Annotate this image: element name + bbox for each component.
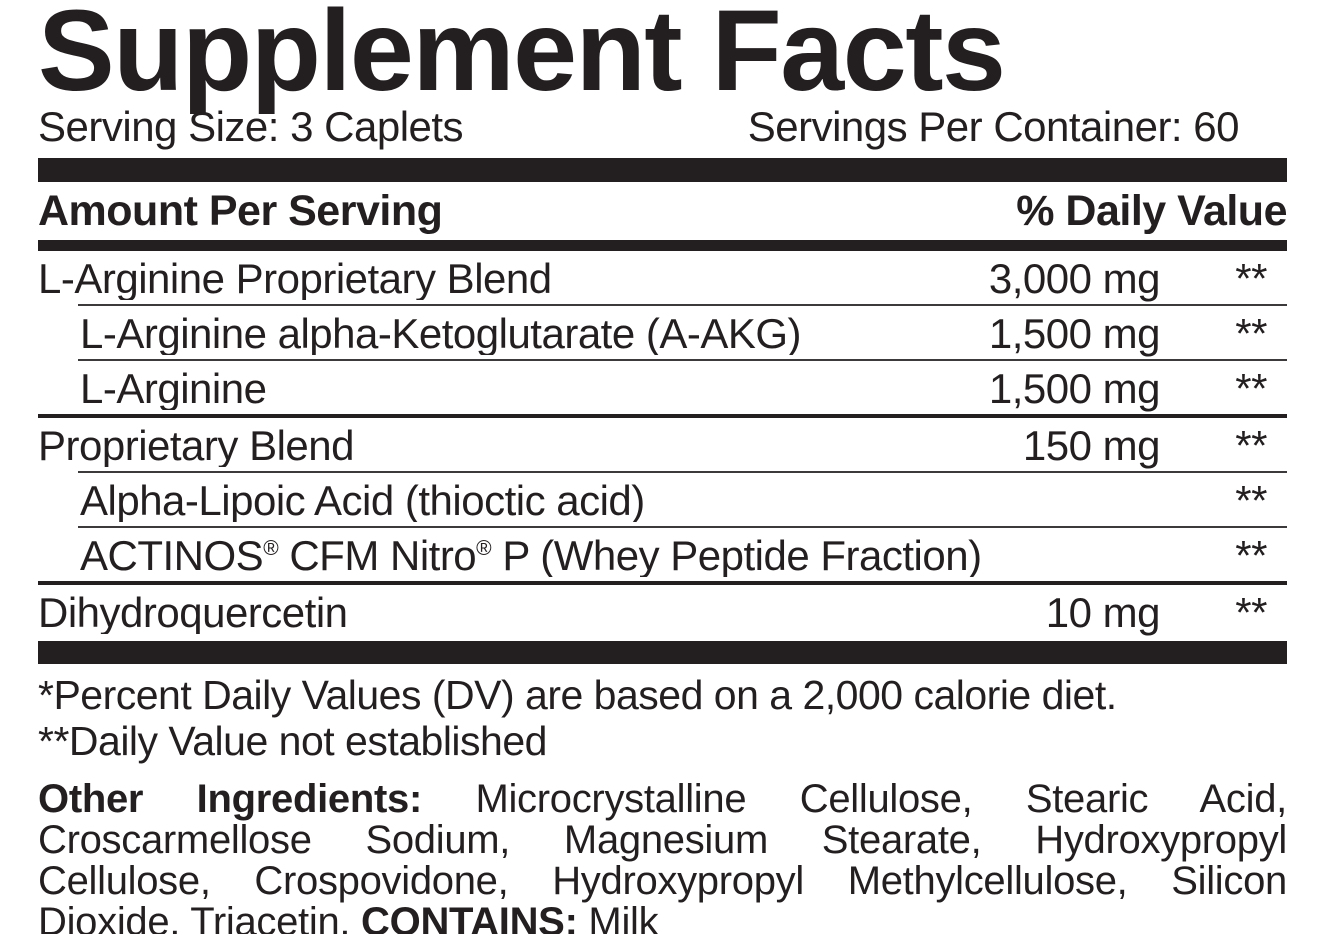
amount-per-serving-header: Amount Per Serving [38, 187, 443, 236]
ingredient-name: L-Arginine alpha-Ketoglutarate (A-AKG) [80, 313, 802, 356]
ingredient-daily-value: ** [1235, 477, 1267, 525]
ingredient-daily-value: ** [1235, 365, 1267, 413]
footnote-top-bar [38, 641, 1287, 665]
footnote-daily-values: *Percent Daily Values (DV) are based on … [38, 672, 1117, 719]
label-title: Supplement Facts [38, 0, 1006, 115]
ingredient-name: L-Arginine Proprietary Blend [38, 258, 552, 301]
ingredient-name: Alpha-Lipoic Acid (thioctic acid) [80, 480, 645, 523]
ingredient-daily-value: ** [1235, 589, 1267, 637]
contains-label: CONTAINS: [361, 900, 578, 934]
ingredient-daily-value: ** [1235, 310, 1267, 358]
top-divider-bar [38, 158, 1287, 183]
ingredient-daily-value: ** [1235, 532, 1267, 580]
other-ingredients-text: Microcrystalline Cellulose, Stearic Acid… [38, 776, 1287, 934]
row-divider [78, 304, 1287, 307]
row-divider [78, 471, 1287, 474]
contains-value: Milk [588, 900, 659, 934]
daily-value-header: % Daily Value [1016, 187, 1287, 236]
ingredient-daily-value: ** [1235, 255, 1267, 303]
footnotes: *Percent Daily Values (DV) are based on … [38, 673, 1287, 763]
ingredient-amount: 1,500 mg [988, 310, 1161, 358]
servings-per-container-text: Servings Per Container: 60 [747, 103, 1240, 151]
header-underline-bar [38, 240, 1287, 252]
serving-info-row: Serving Size: 3 Caplets Servings Per Con… [38, 99, 1287, 158]
ingredient-name: ACTINOS® CFM Nitro® P (Whey Peptide Frac… [80, 535, 982, 578]
ingredient-row: L-Arginine alpha-Ketoglutarate (A-AKG) 1… [38, 306, 1287, 359]
ingredient-name: Dihydroquercetin [38, 592, 348, 635]
ingredient-row: Alpha-Lipoic Acid (thioctic acid) ** [38, 473, 1287, 526]
ingredient-name: Proprietary Blend [38, 425, 354, 468]
ingredient-amount: 10 mg [1045, 589, 1161, 637]
ingredient-row: L-Arginine Proprietary Blend 3,000 mg ** [38, 251, 1287, 304]
ingredient-row: Dihydroquercetin 10 mg ** [38, 585, 1287, 638]
table-header-row: Amount Per Serving % Daily Value [38, 182, 1287, 240]
ingredient-row: L-Arginine 1,500 mg ** [38, 361, 1287, 414]
row-divider [78, 526, 1287, 529]
ingredient-name: L-Arginine [80, 368, 267, 411]
ingredient-amount: 1,500 mg [988, 365, 1161, 413]
row-divider [78, 359, 1287, 362]
group-divider [38, 414, 1287, 419]
footnote-not-established: **Daily Value not established [38, 717, 547, 764]
other-ingredients-label: Other Ingredients: [38, 776, 422, 821]
ingredient-amount: 150 mg [1022, 422, 1161, 470]
ingredient-amount: 3,000 mg [988, 255, 1161, 303]
ingredient-row: ACTINOS® CFM Nitro® P (Whey Peptide Frac… [38, 528, 1287, 581]
ingredient-row: Proprietary Blend 150 mg ** [38, 418, 1287, 471]
other-ingredients-paragraph: Other Ingredients: Microcrystalline Cell… [38, 776, 1287, 934]
serving-size-text: Serving Size: 3 Caplets [38, 103, 464, 151]
group-divider [38, 581, 1287, 586]
ingredient-daily-value: ** [1235, 422, 1267, 470]
